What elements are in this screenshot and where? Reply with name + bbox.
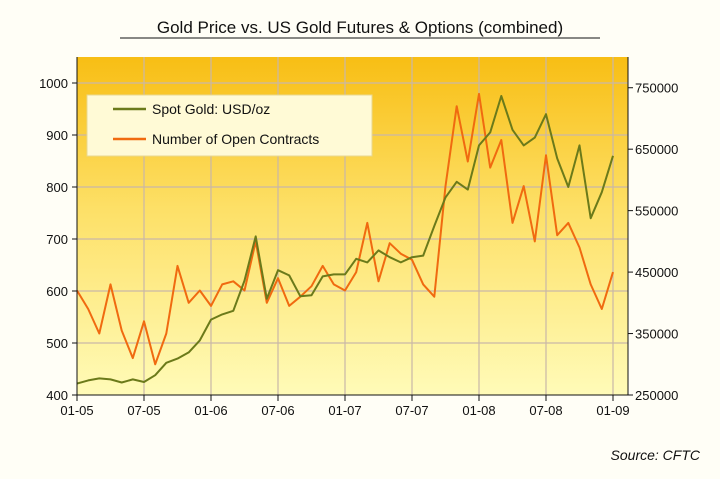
x-tick-label: 07-07 bbox=[395, 403, 428, 418]
x-tick-label: 07-08 bbox=[529, 403, 562, 418]
y-right-tick-label: 350000 bbox=[635, 327, 678, 342]
y-right-tick-label: 750000 bbox=[635, 81, 678, 96]
y-right-tick-label: 250000 bbox=[635, 388, 678, 403]
legend-box bbox=[86, 94, 373, 157]
x-tick-label: 07-05 bbox=[127, 403, 160, 418]
y-left-tick-label: 1000 bbox=[39, 76, 68, 91]
y-left-tick-label: 700 bbox=[46, 232, 68, 247]
y-left-tick-label: 400 bbox=[46, 388, 68, 403]
x-tick-label: 01-08 bbox=[462, 403, 495, 418]
y-right-tick-label: 650000 bbox=[635, 142, 678, 157]
y-right-tick-label: 550000 bbox=[635, 204, 678, 219]
axes: 400 500 600 700 800 900 1000 250000 350000 450000… bbox=[39, 57, 678, 418]
x-tick-label: 07-06 bbox=[261, 403, 294, 418]
series-line-open-contracts bbox=[76, 92, 614, 366]
legend: Spot Gold: USD/oz Number of Open Contrac… bbox=[86, 94, 373, 157]
y-left-tick-label: 800 bbox=[46, 180, 68, 195]
y-left-tick-label: 600 bbox=[46, 284, 68, 299]
legend-label-contracts: Number of Open Contracts bbox=[152, 131, 319, 147]
source-note: Source: CFTC bbox=[611, 447, 701, 463]
y-left-tick-label: 900 bbox=[46, 128, 68, 143]
x-tick-label: 01-05 bbox=[60, 403, 93, 418]
chart-title: Gold Price vs. US Gold Futures & Options… bbox=[157, 18, 563, 37]
series-group bbox=[76, 92, 614, 385]
y-left-tick-label: 500 bbox=[46, 336, 68, 351]
x-tick-label: 01-09 bbox=[596, 403, 629, 418]
y-right-tick-label: 450000 bbox=[635, 265, 678, 280]
legend-label-gold: Spot Gold: USD/oz bbox=[152, 101, 270, 117]
x-tick-label: 01-06 bbox=[194, 403, 227, 418]
series-line-spot-gold bbox=[76, 95, 614, 385]
x-tick-label: 01-07 bbox=[328, 403, 361, 418]
